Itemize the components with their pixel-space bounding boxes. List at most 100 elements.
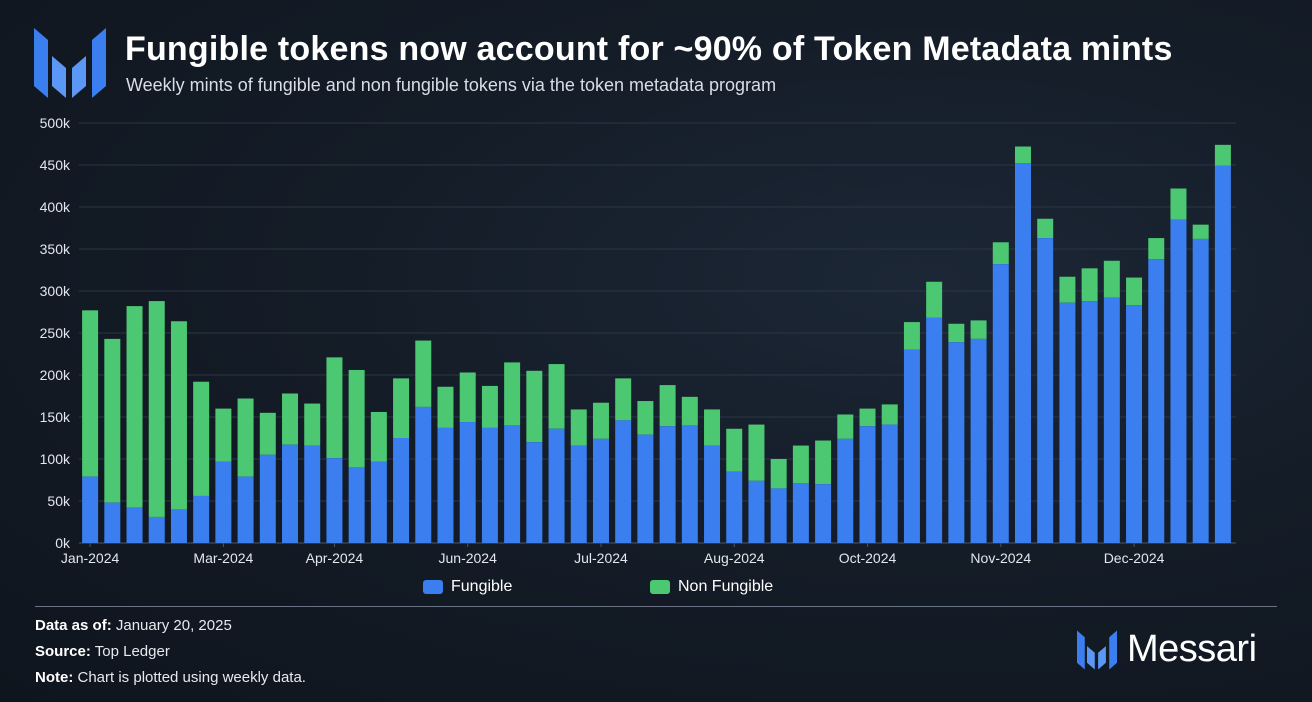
bar-non-fungible: [1014, 146, 1031, 164]
bar-non-fungible: [548, 364, 565, 429]
x-tick-label: Dec-2024: [1104, 550, 1165, 566]
bar-non-fungible: [1214, 144, 1231, 166]
bar-fungible: [592, 438, 609, 543]
bar-non-fungible: [1103, 260, 1120, 298]
bar-fungible: [348, 467, 365, 543]
bar-non-fungible: [704, 409, 721, 446]
bar-fungible: [748, 480, 765, 543]
y-tick-label: 150k: [40, 409, 71, 425]
y-tick-label: 200k: [40, 367, 71, 383]
bar-fungible: [815, 484, 832, 543]
bar-non-fungible: [148, 301, 165, 517]
x-tick-label: Aug-2024: [704, 550, 765, 566]
note-label: Note:: [35, 669, 74, 686]
bar-fungible: [437, 427, 454, 543]
bar-fungible: [415, 406, 432, 543]
bar-non-fungible: [681, 396, 698, 426]
messari-brand-icon: [1077, 630, 1117, 669]
bar-fungible: [82, 476, 99, 543]
bar-non-fungible: [1192, 224, 1209, 239]
bar-fungible: [1059, 302, 1076, 543]
brand-name: Messari: [1127, 628, 1257, 670]
bar-non-fungible: [637, 401, 654, 435]
y-tick-label: 350k: [40, 241, 71, 257]
bar-fungible: [926, 317, 943, 543]
chart-legend: Fungible Non Fungible: [0, 578, 1312, 602]
bar-fungible: [704, 445, 721, 543]
y-tick-label: 500k: [40, 115, 71, 131]
bar-non-fungible: [881, 404, 898, 425]
y-tick-label: 400k: [40, 199, 71, 215]
bar-non-fungible: [370, 411, 387, 462]
bar-non-fungible: [748, 424, 765, 481]
bar-fungible: [170, 509, 187, 543]
bar-non-fungible: [459, 372, 476, 423]
footer-source: Source: Top Ledger: [35, 643, 170, 660]
bar-non-fungible: [592, 402, 609, 439]
bar-fungible: [837, 438, 854, 543]
bar-fungible: [326, 458, 343, 543]
x-tick-label: Jul-2024: [574, 550, 628, 566]
bar-non-fungible: [104, 338, 121, 503]
legend-label-non-fungible: Non Fungible: [678, 578, 774, 595]
bar-non-fungible: [259, 412, 276, 455]
legend-swatch-fungible: [423, 580, 443, 594]
bar-fungible: [992, 264, 1009, 543]
messari-logo-icon: [34, 28, 106, 98]
bar-non-fungible: [615, 378, 632, 421]
bar-non-fungible: [792, 445, 809, 484]
bar-non-fungible: [948, 323, 965, 343]
bar-fungible: [903, 349, 920, 543]
y-tick-label: 250k: [40, 325, 71, 341]
bar-non-fungible: [726, 428, 743, 472]
legend-item-non-fungible: Non Fungible: [650, 578, 773, 596]
x-tick-label: Jun-2024: [439, 550, 498, 566]
bar-fungible: [1192, 238, 1209, 544]
y-tick-label: 0k: [55, 535, 71, 551]
x-tick-label: Nov-2024: [970, 550, 1031, 566]
chart-title: Fungible tokens now account for ~90% of …: [125, 30, 1173, 68]
x-tick-label: Apr-2024: [306, 550, 364, 566]
bar-fungible: [570, 445, 587, 543]
bar-non-fungible: [970, 320, 987, 339]
bar-non-fungible: [992, 242, 1009, 265]
bar-fungible: [459, 422, 476, 543]
brand-logo: Messari: [1077, 628, 1257, 671]
footer-divider: [35, 606, 1277, 607]
bar-fungible: [504, 425, 521, 543]
x-tick-label: Oct-2024: [839, 550, 897, 566]
bar-fungible: [770, 488, 787, 543]
chart-subtitle: Weekly mints of fungible and non fungibl…: [126, 75, 777, 95]
x-tick-label: Jan-2024: [61, 550, 120, 566]
bar-fungible: [193, 495, 210, 543]
bar-fungible: [859, 426, 876, 543]
bar-fungible: [1014, 163, 1031, 543]
bar-fungible: [481, 427, 498, 543]
bar-fungible: [726, 471, 743, 543]
bar-fungible: [259, 454, 276, 543]
bar-non-fungible: [504, 362, 521, 426]
bar-fungible: [237, 476, 254, 543]
legend-item-fungible: Fungible: [423, 578, 512, 596]
y-tick-label: 50k: [47, 493, 71, 509]
bar-fungible: [526, 442, 543, 543]
bar-fungible: [104, 502, 121, 543]
bar-fungible: [681, 425, 698, 543]
bar-non-fungible: [126, 306, 143, 508]
bar-non-fungible: [837, 414, 854, 439]
bar-fungible: [282, 444, 299, 543]
bar-non-fungible: [1037, 218, 1054, 239]
bar-non-fungible: [215, 408, 232, 462]
bar-non-fungible: [437, 386, 454, 428]
source-value: Top Ledger: [94, 643, 170, 660]
bar-fungible: [1170, 219, 1187, 543]
bar-fungible: [548, 428, 565, 543]
bar-non-fungible: [82, 310, 99, 477]
bar-fungible: [1081, 301, 1098, 543]
bar-fungible: [1214, 165, 1231, 543]
bar-non-fungible: [393, 378, 410, 438]
bar-fungible: [304, 445, 321, 543]
y-tick-label: 300k: [40, 283, 71, 299]
bar-fungible: [1037, 238, 1054, 543]
x-tick-label: Mar-2024: [193, 550, 253, 566]
